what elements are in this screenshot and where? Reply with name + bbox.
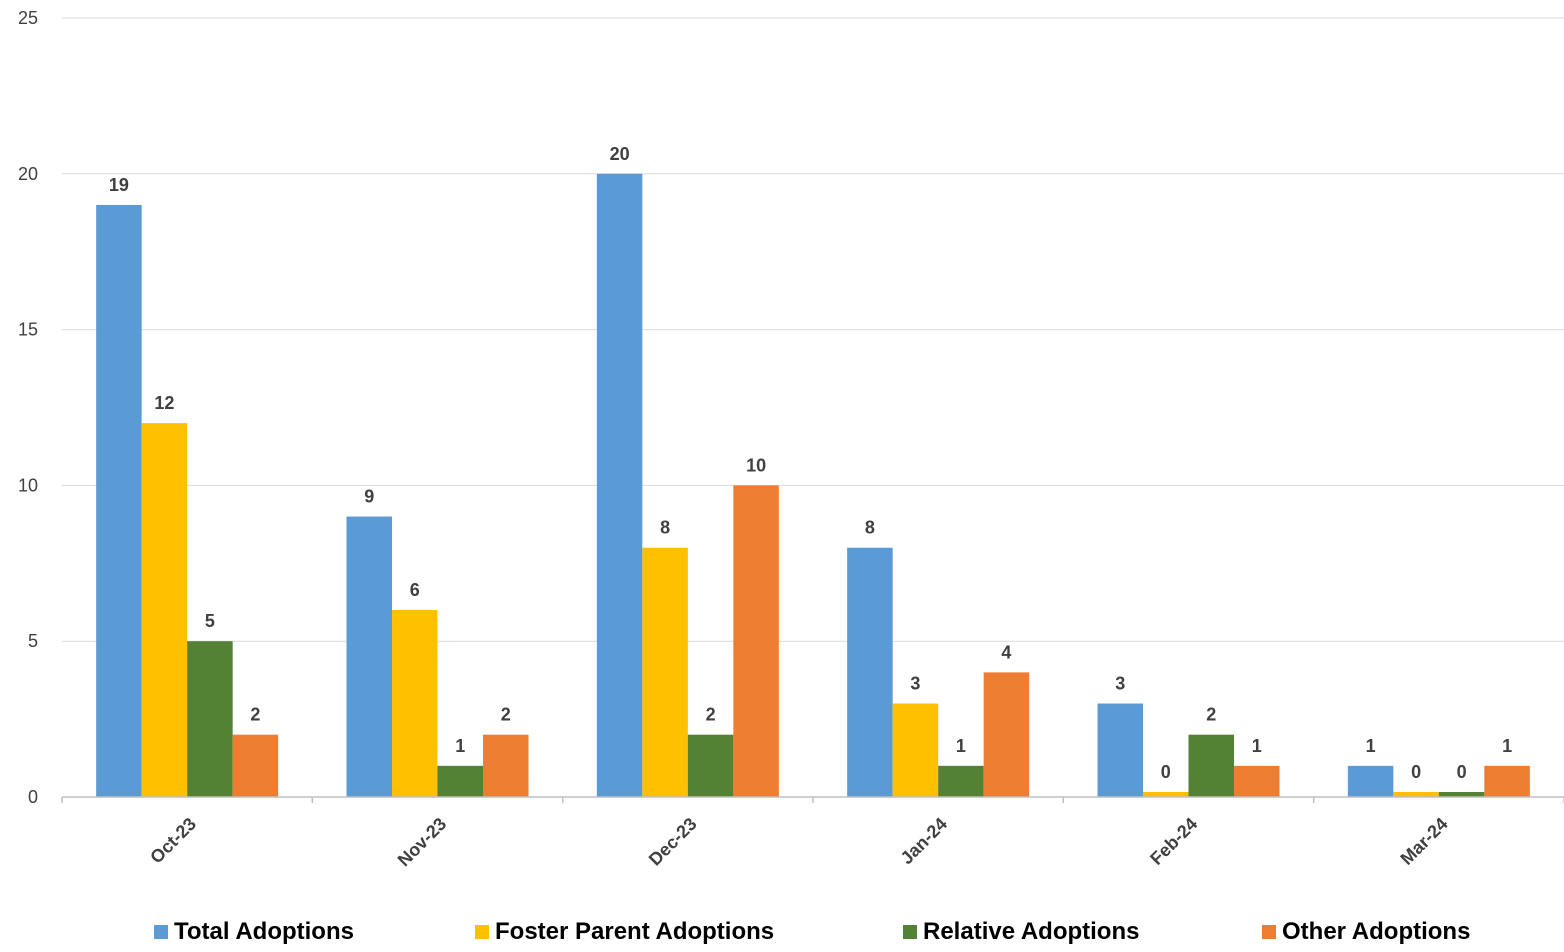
bar <box>642 547 688 797</box>
data-label: 2 <box>706 705 716 725</box>
legend-label: Other Adoptions <box>1282 918 1471 945</box>
data-label: 9 <box>364 487 374 507</box>
x-tick-label: Feb-24 <box>1146 814 1201 869</box>
legend-swatch <box>475 925 489 939</box>
bar <box>1347 765 1394 797</box>
data-label: 0 <box>1161 762 1171 782</box>
data-label: 1 <box>956 736 966 756</box>
x-axis: Oct-23 Nov-23 Dec-23 Jan-24 Feb-24 Mar-24 <box>61 796 1564 871</box>
legend-label: Total Adoptions <box>174 918 354 945</box>
data-label: 19 <box>109 175 129 195</box>
bar <box>1438 792 1485 797</box>
bar <box>141 423 188 797</box>
bar <box>437 765 483 797</box>
data-label: 2 <box>1206 705 1216 725</box>
data-label: 4 <box>1001 642 1011 662</box>
data-label: 8 <box>865 518 875 538</box>
y-tick-label: 5 <box>28 631 38 651</box>
x-tick-label: Dec-23 <box>645 814 701 870</box>
bar <box>1484 765 1530 797</box>
bars <box>96 173 1530 798</box>
bar <box>1097 703 1143 797</box>
data-label: 0 <box>1457 762 1467 782</box>
data-label: 2 <box>501 705 511 725</box>
data-label: 5 <box>205 611 215 631</box>
bar <box>1143 792 1189 797</box>
legend-item: Total Adoptions <box>154 918 354 946</box>
y-tick-label: 25 <box>18 8 38 28</box>
data-label: 20 <box>610 144 630 164</box>
x-tick-label: Jan-24 <box>897 814 951 868</box>
legend-label: Relative Adoptions <box>923 918 1140 945</box>
bar <box>483 734 529 797</box>
data-label: 6 <box>410 580 420 600</box>
data-label: 2 <box>250 705 260 725</box>
bar <box>187 641 233 797</box>
x-tick-label: Mar-24 <box>1396 814 1451 869</box>
bar <box>733 485 779 797</box>
bar <box>392 610 438 797</box>
legend-label: Foster Parent Adoptions <box>495 918 775 945</box>
bar <box>1234 765 1280 797</box>
y-tick-label: 10 <box>18 475 38 495</box>
bar <box>1393 792 1439 797</box>
bar <box>346 516 392 797</box>
legend-item: Foster Parent Adoptions <box>475 918 774 946</box>
data-label: 1 <box>1366 736 1376 756</box>
bar <box>1188 734 1234 797</box>
gridlines <box>62 17 1564 798</box>
legend-item: Other Adoptions <box>1262 918 1470 946</box>
data-label: 3 <box>910 674 920 694</box>
y-tick-label: 20 <box>18 164 38 184</box>
data-label: 3 <box>1115 674 1125 694</box>
data-label: 0 <box>1411 762 1421 782</box>
bar <box>983 672 1030 797</box>
data-label: 1 <box>455 736 465 756</box>
bar <box>687 734 734 797</box>
legend-swatch <box>154 925 168 939</box>
x-tick-label: Oct-23 <box>146 814 200 868</box>
y-tick-label: 15 <box>18 320 38 340</box>
data-label: 8 <box>660 518 670 538</box>
x-tick-label: Nov-23 <box>394 814 451 871</box>
data-label: 12 <box>154 393 174 413</box>
bar <box>232 734 279 797</box>
legend-item: Relative Adoptions <box>903 918 1139 946</box>
data-label: 10 <box>746 455 766 475</box>
bar <box>96 204 142 797</box>
bar <box>892 703 939 797</box>
bar <box>847 547 893 797</box>
y-tick-label: 0 <box>28 787 38 807</box>
legend-swatch <box>903 925 917 939</box>
y-axis: 0 5 10 15 20 25 <box>18 8 38 807</box>
data-label: 1 <box>1252 736 1262 756</box>
bar <box>596 173 643 798</box>
bar <box>938 765 984 797</box>
data-label: 1 <box>1502 736 1512 756</box>
legend: Total Adoptions Foster Parent Adoptions Re… <box>0 918 1564 952</box>
legend-swatch <box>1262 925 1276 939</box>
